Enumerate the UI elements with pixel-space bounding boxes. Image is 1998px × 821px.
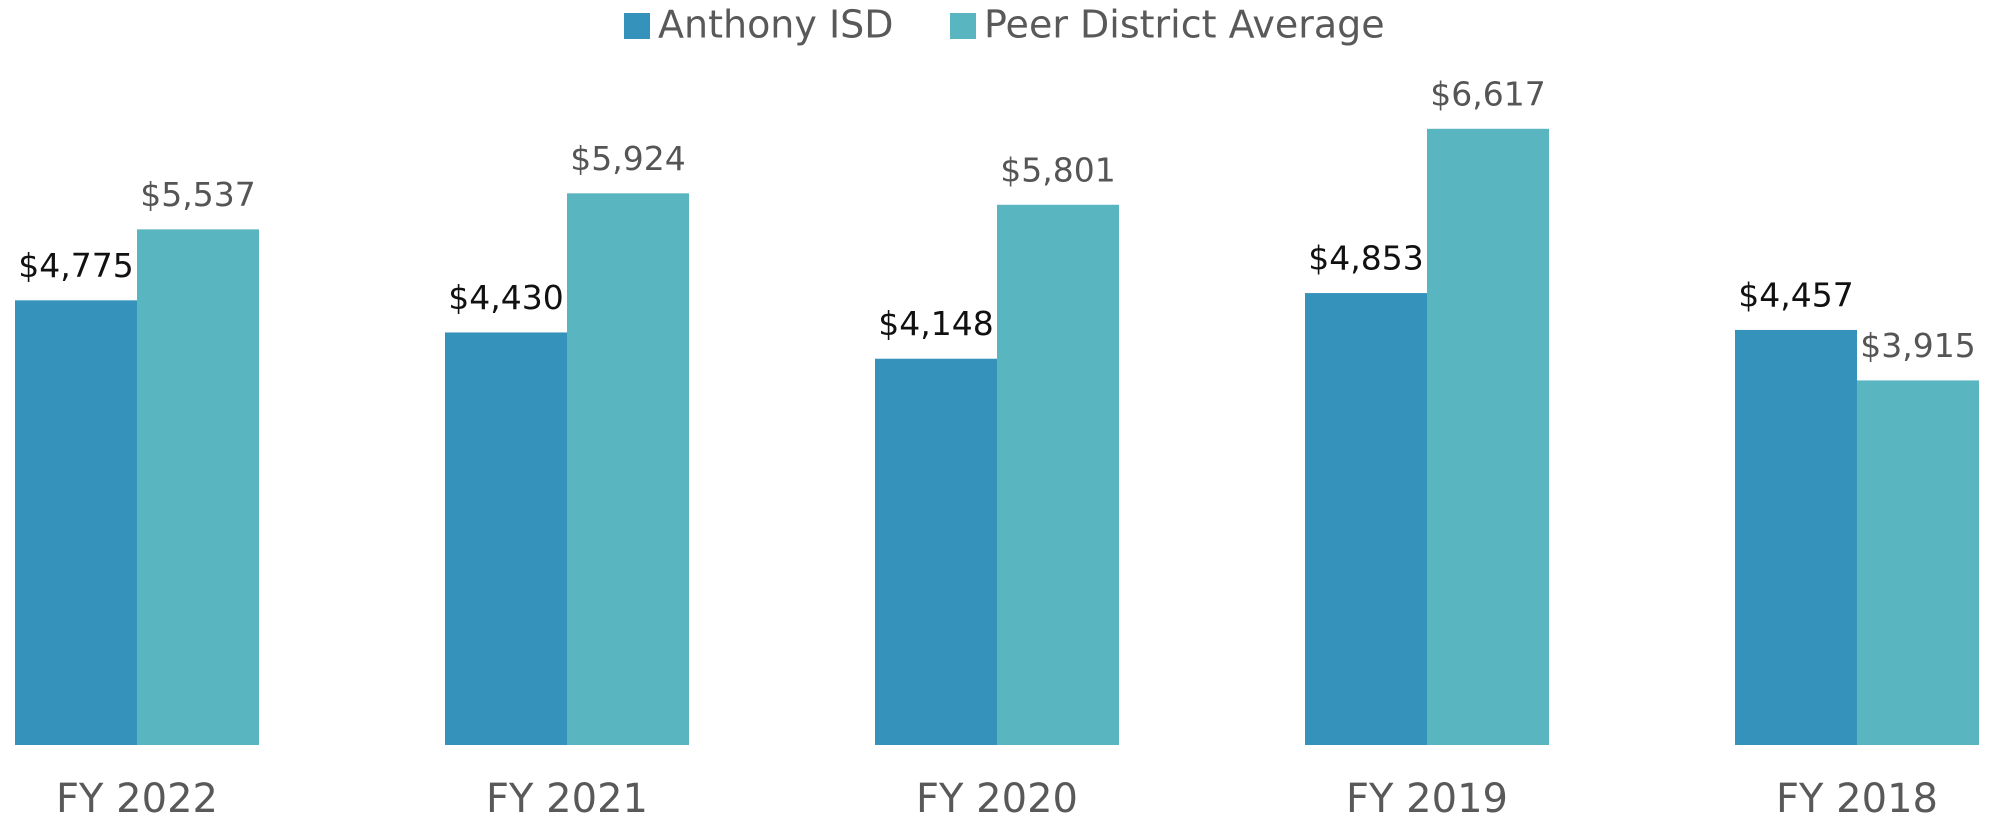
bar (15, 300, 137, 745)
bar (567, 193, 689, 745)
data-label: $4,853 (1308, 239, 1423, 278)
bar (875, 358, 997, 745)
x-tick-label: FY 2019 (1346, 776, 1508, 821)
x-tick-label: FY 2018 (1776, 776, 1938, 821)
legend-label: Peer District Average (984, 3, 1385, 47)
x-tick-label: FY 2021 (486, 776, 648, 821)
data-label: $4,430 (448, 278, 563, 317)
data-label: $4,457 (1738, 275, 1853, 314)
data-label: $5,924 (570, 139, 685, 178)
data-label: $6,617 (1430, 74, 1545, 113)
legend-label: Anthony ISD (658, 3, 894, 47)
bar (137, 229, 259, 745)
bar (1305, 293, 1427, 745)
bar (445, 332, 567, 745)
bar (1427, 128, 1549, 745)
legend-swatch (624, 13, 650, 39)
data-label: $5,537 (140, 175, 255, 214)
bar (997, 204, 1119, 746)
legend-swatch (950, 13, 976, 39)
bar (1735, 329, 1857, 745)
x-tick-label: FY 2020 (916, 776, 1078, 821)
data-label: $3,915 (1860, 326, 1975, 365)
data-label: $5,801 (1000, 150, 1115, 189)
data-label: $4,148 (878, 304, 993, 343)
bar (1857, 380, 1979, 745)
data-label: $4,775 (18, 246, 133, 285)
x-tick-label: FY 2022 (56, 776, 218, 821)
